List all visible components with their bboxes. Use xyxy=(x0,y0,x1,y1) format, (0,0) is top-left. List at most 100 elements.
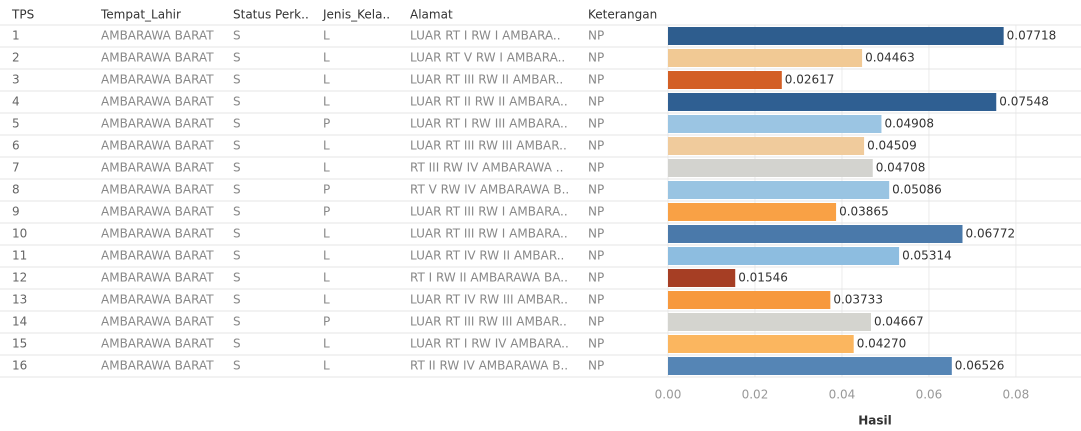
cell: AMBARAWA BARAT xyxy=(101,95,214,109)
value-label: 0.06772 xyxy=(966,227,1016,241)
x-axis-label: Hasil xyxy=(858,414,892,428)
cell: NP xyxy=(588,315,604,329)
value-label: 0.06526 xyxy=(955,359,1005,373)
cell: NP xyxy=(588,161,604,175)
cell: S xyxy=(233,227,241,241)
cell: S xyxy=(233,139,241,153)
cell: 16 xyxy=(12,359,27,373)
x-tick-label: 0.00 xyxy=(655,388,682,402)
x-tick-label: 0.04 xyxy=(829,388,856,402)
cell: AMBARAWA BARAT xyxy=(101,161,214,175)
bar xyxy=(668,159,873,177)
bar xyxy=(668,335,854,353)
cell: S xyxy=(233,315,241,329)
cell: 13 xyxy=(12,293,27,307)
cell: RT V RW IV AMBARAWA B.. xyxy=(410,183,569,197)
cell: NP xyxy=(588,183,604,197)
bar xyxy=(668,49,863,67)
cell: LUAR RT III RW I AMBARA.. xyxy=(410,227,568,241)
cell: NP xyxy=(588,139,604,153)
bar xyxy=(668,357,952,375)
cell: 10 xyxy=(12,227,27,241)
cell: 12 xyxy=(12,271,27,285)
cell: S xyxy=(233,293,241,307)
value-label: 0.07548 xyxy=(999,95,1049,109)
column-header: TPS xyxy=(11,8,34,22)
cell: AMBARAWA BARAT xyxy=(101,359,214,373)
value-label: 0.05086 xyxy=(892,183,942,197)
cell: AMBARAWA BARAT xyxy=(101,205,214,219)
cell: L xyxy=(323,337,330,351)
cell: L xyxy=(323,51,330,65)
cell: RT III RW IV AMBARAWA .. xyxy=(410,161,563,175)
cell: LUAR RT III RW III AMBAR.. xyxy=(410,139,567,153)
cell: AMBARAWA BARAT xyxy=(101,139,214,153)
cell: S xyxy=(233,51,241,65)
value-label: 0.04270 xyxy=(857,337,907,351)
cell: 6 xyxy=(12,139,20,153)
cell: LUAR RT III RW III AMBAR.. xyxy=(410,315,567,329)
cell: RT II RW IV AMBARAWA B.. xyxy=(410,359,568,373)
cell: NP xyxy=(588,227,604,241)
cell: LUAR RT III RW I AMBARA.. xyxy=(410,205,568,219)
value-label: 0.04463 xyxy=(865,51,915,65)
cell: 15 xyxy=(12,337,27,351)
bar xyxy=(668,71,782,89)
cell: NP xyxy=(588,205,604,219)
cell: L xyxy=(323,29,330,43)
cell: 14 xyxy=(12,315,27,329)
value-label: 0.03733 xyxy=(833,293,883,307)
cell: S xyxy=(233,73,241,87)
value-label: 0.04908 xyxy=(884,117,934,131)
column-header: Alamat xyxy=(410,8,453,22)
cell: S xyxy=(233,359,241,373)
cell: NP xyxy=(588,249,604,263)
cell: L xyxy=(323,271,330,285)
cell: RT I RW II AMBARAWA BA.. xyxy=(410,271,568,285)
cell: NP xyxy=(588,117,604,131)
bar xyxy=(668,225,963,243)
cell: S xyxy=(233,183,241,197)
cell: 7 xyxy=(12,161,20,175)
bar xyxy=(668,203,837,221)
cell: AMBARAWA BARAT xyxy=(101,183,214,197)
cell: 4 xyxy=(12,95,20,109)
cell: NP xyxy=(588,293,604,307)
cell: L xyxy=(323,95,330,109)
cell: NP xyxy=(588,51,604,65)
cell: 9 xyxy=(12,205,20,219)
cell: S xyxy=(233,205,241,219)
value-label: 0.03865 xyxy=(839,205,889,219)
bar xyxy=(668,115,882,133)
column-header: Status Perk.. xyxy=(233,8,309,22)
cell: AMBARAWA BARAT xyxy=(101,249,214,263)
column-header: Keterangan xyxy=(588,8,657,22)
cell: L xyxy=(323,161,330,175)
value-label: 0.01546 xyxy=(738,271,788,285)
cell: NP xyxy=(588,271,604,285)
bar xyxy=(668,291,831,309)
bar xyxy=(668,269,736,287)
cell: 3 xyxy=(12,73,20,87)
cell: P xyxy=(323,205,330,219)
bar xyxy=(668,137,865,155)
column-header: Jenis_Kela.. xyxy=(322,8,390,22)
cell: L xyxy=(323,73,330,87)
bar xyxy=(668,247,900,265)
cell: S xyxy=(233,271,241,285)
cell: NP xyxy=(588,359,604,373)
cell: AMBARAWA BARAT xyxy=(101,29,214,43)
x-tick-label: 0.08 xyxy=(1003,388,1030,402)
cell: AMBARAWA BARAT xyxy=(101,271,214,285)
cell: LUAR RT IV RW II AMBAR.. xyxy=(410,249,564,263)
cell: L xyxy=(323,227,330,241)
cell: LUAR RT I RW III AMBARA.. xyxy=(410,117,568,131)
cell: LUAR RT I RW I AMBARA.. xyxy=(410,29,561,43)
bar xyxy=(668,181,890,199)
cell: 11 xyxy=(12,249,27,263)
cell: L xyxy=(323,293,330,307)
bar xyxy=(668,27,1004,45)
value-label: 0.05314 xyxy=(902,249,952,263)
cell: NP xyxy=(588,73,604,87)
value-label: 0.04708 xyxy=(876,161,926,175)
